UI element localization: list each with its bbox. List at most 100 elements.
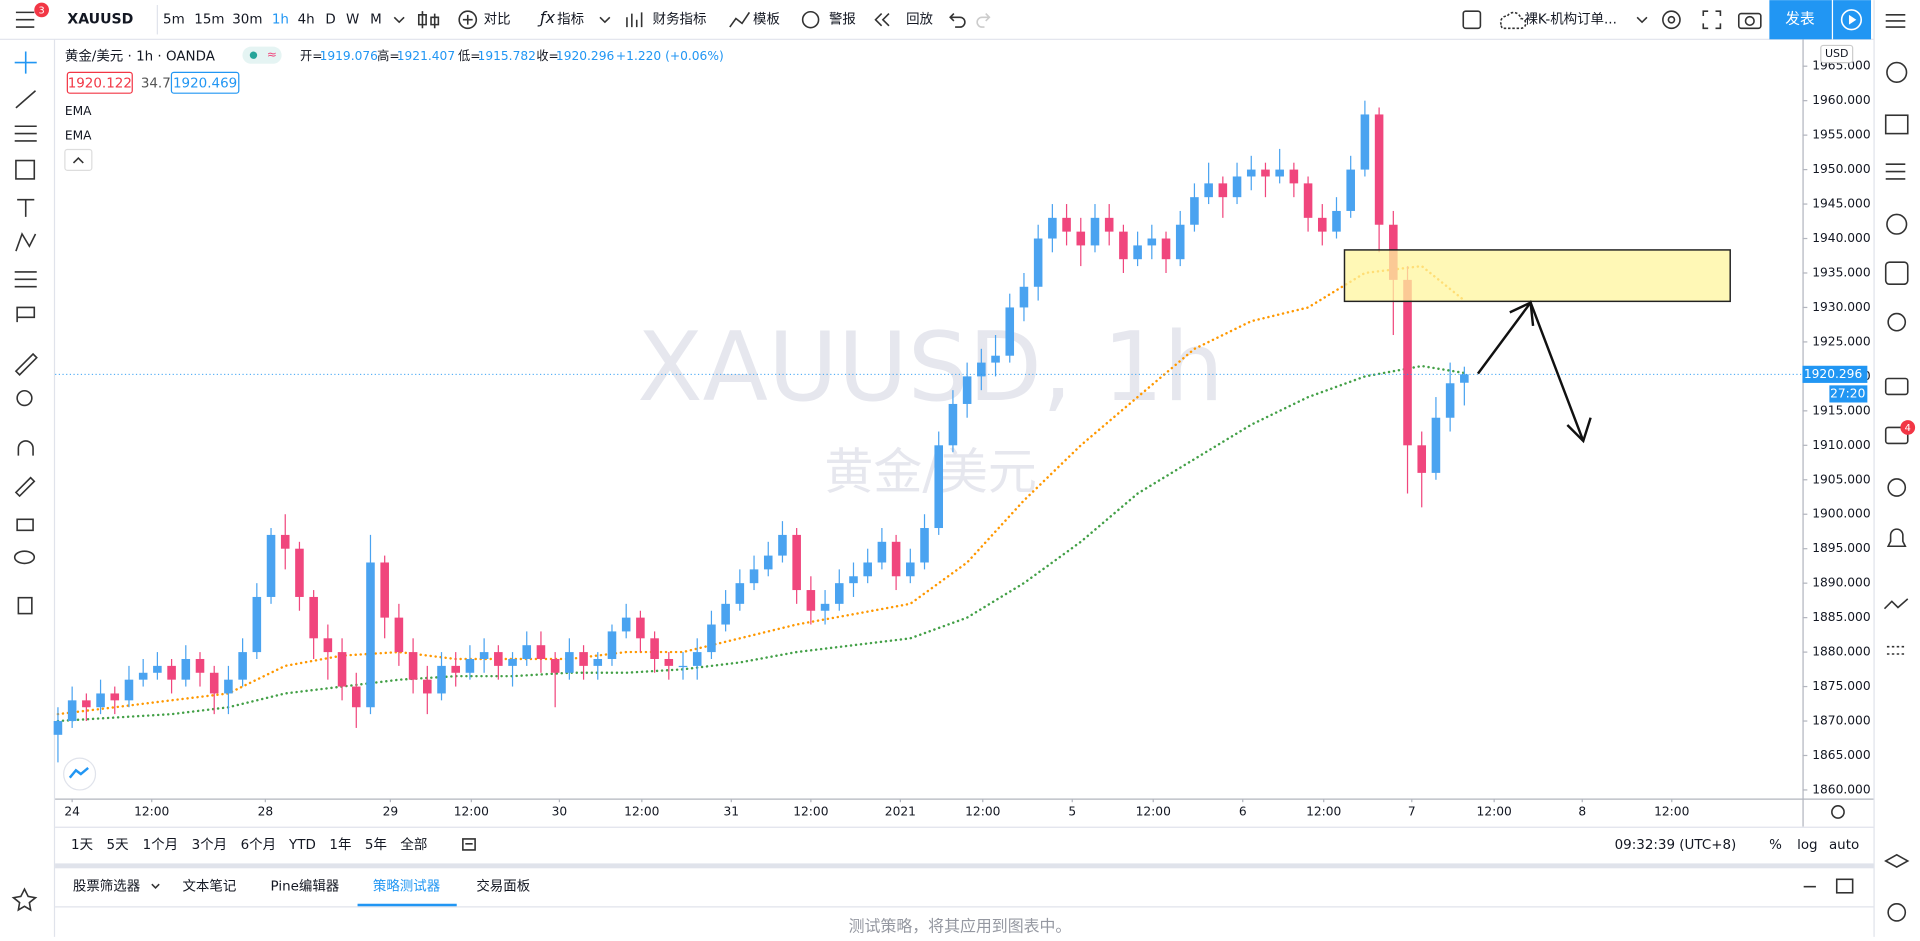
- x-tick-label: 12:00: [793, 804, 828, 818]
- alert-icon[interactable]: [801, 10, 820, 29]
- publish-button[interactable]: [1769, 0, 1832, 40]
- watchlist-star[interactable]: [11, 887, 38, 912]
- interval[interactable]: D: [325, 13, 335, 28]
- settings-icon[interactable]: [1662, 10, 1681, 30]
- range-button[interactable]: 3个月: [192, 837, 227, 853]
- fib-tool[interactable]: [14, 125, 37, 142]
- layout-name[interactable]: 裸K-机构订单...: [1524, 12, 1616, 28]
- range-button[interactable]: 1年: [329, 837, 351, 853]
- interval[interactable]: 1h: [272, 13, 289, 28]
- range-button[interactable]: 6个月: [241, 837, 276, 853]
- indicator-label[interactable]: EMA: [65, 104, 92, 118]
- streams-icon[interactable]: [1887, 478, 1907, 497]
- notifications-icon[interactable]: [1886, 528, 1907, 548]
- line-tool[interactable]: [15, 90, 37, 109]
- camera-icon[interactable]: [1737, 12, 1762, 30]
- axis-settings-icon[interactable]: [1831, 805, 1845, 819]
- collapse-button[interactable]: [64, 148, 93, 171]
- interval[interactable]: 5m: [163, 13, 185, 28]
- crosshair-tool[interactable]: [14, 51, 37, 74]
- fullscreen-icon[interactable]: [1702, 10, 1722, 30]
- interval[interactable]: M: [370, 13, 382, 28]
- range-button[interactable]: 1天: [71, 838, 93, 853]
- currency[interactable]: USD: [1825, 47, 1849, 60]
- dropdown-icon[interactable]: [1636, 16, 1648, 24]
- chat-icon[interactable]: [1884, 377, 1909, 396]
- candle-body: [934, 445, 944, 529]
- panel-tab[interactable]: 交易面板: [476, 878, 530, 895]
- x-tick-label: 28: [258, 804, 274, 818]
- text-tool[interactable]: [17, 198, 35, 217]
- ruler-tool[interactable]: [14, 352, 38, 376]
- visibility-tool[interactable]: [13, 550, 36, 565]
- scale-option[interactable]: auto: [1829, 838, 1859, 853]
- replay-icon[interactable]: [874, 13, 890, 27]
- calendar-icon[interactable]: [1884, 261, 1909, 286]
- dropdown-icon[interactable]: [151, 883, 160, 890]
- menu-icon[interactable]: [15, 11, 35, 28]
- scale-option[interactable]: %: [1769, 838, 1782, 853]
- range-button[interactable]: 全部: [400, 836, 427, 853]
- toolbar-button[interactable]: 指标: [557, 12, 584, 28]
- symbol[interactable]: XAUUSD: [67, 12, 133, 28]
- icon-tool[interactable]: [16, 306, 36, 323]
- zone-rectangle[interactable]: [1343, 249, 1731, 303]
- panel-tab[interactable]: Pine编辑器: [271, 879, 340, 895]
- news-icon[interactable]: [1884, 114, 1909, 135]
- x-tick-label: 12:00: [965, 804, 1000, 818]
- magnet-tool[interactable]: [17, 440, 34, 456]
- zoom-tool[interactable]: [16, 389, 33, 407]
- delete-tool[interactable]: [17, 596, 33, 615]
- lock-tool[interactable]: [16, 518, 34, 532]
- interval[interactable]: 4h: [298, 13, 315, 28]
- panel-tab[interactable]: 股票筛选器: [73, 879, 141, 895]
- range-button[interactable]: 5天: [107, 838, 129, 853]
- toolbar-button[interactable]: 回放: [906, 12, 933, 28]
- hotlist-icon[interactable]: [1886, 213, 1908, 235]
- alerts-icon[interactable]: [1886, 61, 1908, 83]
- interval[interactable]: 30m: [232, 13, 262, 28]
- currency-box[interactable]: [1820, 44, 1854, 64]
- pattern-tool[interactable]: [15, 232, 37, 252]
- data-window-icon[interactable]: [1885, 163, 1906, 180]
- maximize-icon[interactable]: [1835, 878, 1854, 894]
- watermark-symbol: XAUUSD, 1h: [637, 311, 1224, 423]
- interval[interactable]: W: [346, 13, 359, 28]
- shape-tool[interactable]: [15, 159, 36, 180]
- toolbar-button[interactable]: 财务指标: [653, 12, 707, 28]
- panel-tab[interactable]: 策略测试器: [373, 878, 441, 895]
- layers-icon[interactable]: [1884, 853, 1910, 868]
- panel-tab[interactable]: 文本笔记: [182, 879, 236, 895]
- interval[interactable]: 15m: [194, 13, 224, 28]
- indicator-label[interactable]: EMA: [65, 129, 92, 143]
- prediction-tool[interactable]: [14, 271, 37, 288]
- compare-icon[interactable]: [458, 10, 478, 30]
- select-icon[interactable]: [1462, 10, 1482, 30]
- chart-type-icon[interactable]: [417, 11, 440, 29]
- range-button[interactable]: 5年: [365, 837, 387, 853]
- range-button[interactable]: YTD: [288, 838, 316, 853]
- toolbar-button[interactable]: 模板: [753, 12, 780, 28]
- goto-date-icon[interactable]: [462, 838, 476, 851]
- indicator-icon[interactable]: ƒx: [537, 8, 556, 27]
- candle-body: [607, 631, 617, 659]
- toolbar-button[interactable]: 对比: [484, 12, 511, 28]
- messages-icon[interactable]: [1884, 426, 1909, 445]
- draw-mode-tool[interactable]: [14, 476, 36, 498]
- watchlist-icon[interactable]: [1885, 14, 1906, 28]
- toolbar-button[interactable]: 警报: [829, 12, 856, 28]
- dropdown-icon[interactable]: [393, 16, 405, 24]
- dropdown-icon[interactable]: [599, 16, 611, 24]
- template-icon[interactable]: [729, 11, 751, 28]
- cloud-icon[interactable]: [1499, 11, 1527, 30]
- depth-icon[interactable]: [1886, 645, 1906, 655]
- range-button[interactable]: 1个月: [143, 837, 178, 853]
- help-icon[interactable]: [1887, 903, 1907, 922]
- order-panel-icon[interactable]: [1883, 598, 1909, 610]
- scale-option[interactable]: log: [1797, 838, 1818, 853]
- ideas-icon[interactable]: [1887, 312, 1907, 332]
- undo-icon[interactable]: [949, 13, 966, 28]
- candle-body: [1133, 245, 1142, 260]
- redo-icon[interactable]: [976, 13, 991, 28]
- financials-icon[interactable]: [626, 12, 643, 28]
